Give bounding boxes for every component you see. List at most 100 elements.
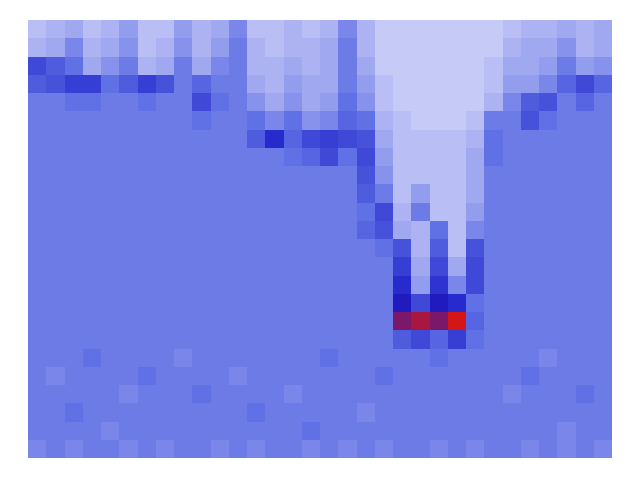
heatmap-cell bbox=[539, 221, 558, 240]
heatmap-cell bbox=[503, 385, 522, 404]
heatmap-cell bbox=[156, 166, 175, 185]
heatmap-cell bbox=[284, 312, 303, 331]
heatmap-cell bbox=[484, 130, 503, 149]
heatmap-cell bbox=[375, 276, 394, 295]
heatmap-cell bbox=[338, 184, 357, 203]
heatmap-cell bbox=[466, 403, 485, 422]
heatmap-cell bbox=[393, 221, 412, 240]
heatmap-cell bbox=[375, 403, 394, 422]
heatmap-cell bbox=[83, 57, 102, 76]
heatmap-cell bbox=[539, 111, 558, 130]
heatmap-cell bbox=[174, 422, 193, 441]
heatmap-cell bbox=[265, 385, 284, 404]
heatmap-cell bbox=[539, 20, 558, 39]
heatmap-cell bbox=[28, 385, 47, 404]
heatmap-cell bbox=[211, 93, 230, 112]
heatmap-cell bbox=[138, 276, 157, 295]
heatmap-cell bbox=[192, 349, 211, 368]
heatmap-cell bbox=[557, 38, 576, 57]
heatmap-cell bbox=[430, 367, 449, 386]
heatmap-cell bbox=[83, 385, 102, 404]
heatmap-cell bbox=[211, 403, 230, 422]
heatmap-cell bbox=[594, 385, 612, 404]
heatmap-cell bbox=[375, 312, 394, 331]
heatmap-cell bbox=[138, 385, 157, 404]
heatmap-cell bbox=[174, 148, 193, 167]
heatmap-cell bbox=[557, 221, 576, 240]
heatmap-cell bbox=[229, 403, 248, 422]
heatmap-cell bbox=[65, 184, 84, 203]
heatmap-cell bbox=[375, 330, 394, 349]
heatmap-cell bbox=[521, 93, 540, 112]
heatmap-cell bbox=[28, 440, 47, 458]
heatmap-cell bbox=[411, 57, 430, 76]
heatmap-cell bbox=[65, 294, 84, 313]
heatmap-cell bbox=[192, 385, 211, 404]
heatmap-cell bbox=[119, 38, 138, 57]
heatmap-cell bbox=[411, 257, 430, 276]
heatmap-cell bbox=[28, 148, 47, 167]
heatmap-cell bbox=[557, 166, 576, 185]
heatmap-cell bbox=[83, 75, 102, 94]
heatmap-cell bbox=[576, 276, 595, 295]
heatmap-cell bbox=[430, 130, 449, 149]
heatmap-cell bbox=[484, 221, 503, 240]
heatmap-cell bbox=[503, 38, 522, 57]
heatmap-cell bbox=[338, 20, 357, 39]
heatmap-cell bbox=[119, 239, 138, 258]
heatmap-cell bbox=[284, 257, 303, 276]
heatmap-cell bbox=[265, 239, 284, 258]
heatmap-cell bbox=[229, 385, 248, 404]
heatmap-cell bbox=[156, 93, 175, 112]
heatmap-cell bbox=[302, 130, 321, 149]
heatmap-cell bbox=[28, 20, 47, 39]
heatmap-cell bbox=[430, 75, 449, 94]
heatmap-cell bbox=[192, 57, 211, 76]
heatmap-cell bbox=[357, 75, 376, 94]
heatmap-cell bbox=[466, 294, 485, 313]
heatmap-cell bbox=[539, 422, 558, 441]
heatmap-cell bbox=[46, 403, 65, 422]
heatmap-cell bbox=[229, 166, 248, 185]
heatmap-cell bbox=[521, 385, 540, 404]
heatmap-cell bbox=[557, 403, 576, 422]
heatmap-cell bbox=[284, 184, 303, 203]
heatmap-cell bbox=[393, 403, 412, 422]
heatmap-cell bbox=[265, 422, 284, 441]
heatmap-cell bbox=[156, 385, 175, 404]
heatmap-cell bbox=[174, 257, 193, 276]
heatmap-cell bbox=[466, 422, 485, 441]
heatmap-cell bbox=[83, 367, 102, 386]
heatmap-cell bbox=[65, 440, 84, 458]
heatmap-cell bbox=[174, 239, 193, 258]
heatmap-cell bbox=[284, 221, 303, 240]
heatmap-cell bbox=[539, 203, 558, 222]
heatmap-cell bbox=[265, 57, 284, 76]
heatmap-cell bbox=[211, 203, 230, 222]
heatmap-cell bbox=[466, 257, 485, 276]
heatmap-cell bbox=[448, 422, 467, 441]
heatmap-cell bbox=[229, 349, 248, 368]
heatmap-cell bbox=[338, 403, 357, 422]
heatmap-cell bbox=[539, 276, 558, 295]
heatmap-cell bbox=[375, 111, 394, 130]
heatmap-cell bbox=[65, 130, 84, 149]
heatmap-cell bbox=[448, 330, 467, 349]
heatmap-cell bbox=[430, 385, 449, 404]
heatmap-cell bbox=[46, 239, 65, 258]
heatmap-cell bbox=[247, 221, 266, 240]
heatmap-cell bbox=[229, 257, 248, 276]
heatmap-cell bbox=[83, 166, 102, 185]
heatmap-cell bbox=[156, 276, 175, 295]
heatmap-cell bbox=[594, 75, 612, 94]
heatmap-cell bbox=[448, 385, 467, 404]
heatmap-cell bbox=[521, 349, 540, 368]
heatmap-cell bbox=[466, 276, 485, 295]
heatmap-cell bbox=[539, 403, 558, 422]
heatmap-cell bbox=[357, 294, 376, 313]
heatmap-cell bbox=[83, 111, 102, 130]
heatmap-cell bbox=[448, 440, 467, 458]
heatmap-cell bbox=[393, 330, 412, 349]
heatmap-cell bbox=[83, 38, 102, 57]
heatmap-cell bbox=[28, 184, 47, 203]
